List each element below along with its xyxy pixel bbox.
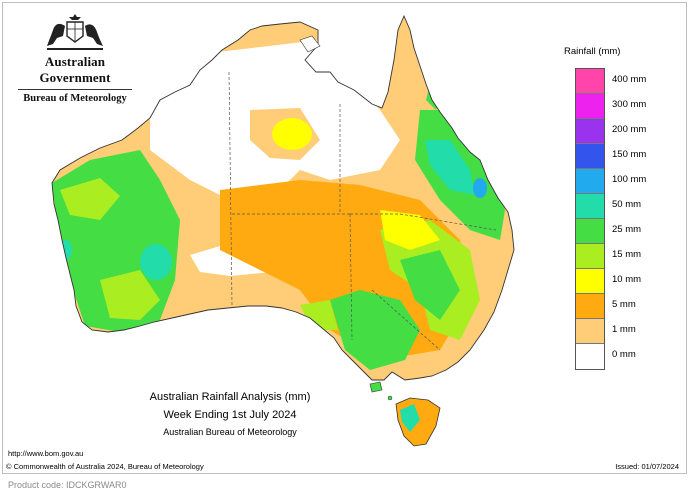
legend-swatch (576, 344, 604, 369)
map-period: Week Ending 1st July 2024 (163, 409, 297, 421)
legend-swatch (576, 269, 604, 294)
legend-label: 300 mm (612, 99, 647, 110)
legend-swatch (576, 119, 604, 144)
logo-block: Australian Government Bureau of Meteorol… (14, 14, 136, 104)
legend-label: 5 mm (612, 299, 636, 310)
logo-divider (18, 89, 132, 90)
legend-swatch (576, 144, 604, 169)
rainfall-map (51, 15, 515, 447)
legend-swatch (576, 294, 604, 319)
government-title: Australian Government (39, 54, 111, 85)
legend-title: Rainfall (mm) (564, 46, 621, 57)
legend-swatch (576, 319, 604, 344)
legend-label: 25 mm (612, 224, 642, 235)
map-title: Australian Rainfall Analysis (mm) (149, 391, 311, 403)
legend-label: 400 mm (612, 74, 647, 85)
legend-swatch (576, 94, 604, 119)
legend-swatch (576, 244, 604, 269)
legend-label: 200 mm (612, 124, 647, 135)
bom-url-link[interactable]: http://www.bom.gov.au (8, 449, 84, 458)
map-source: Australian Bureau of Meteorology (163, 427, 297, 437)
legend-label: 15 mm (612, 249, 642, 260)
issued-date: Issued: 01/07/2024 (615, 462, 679, 471)
legend-swatches (575, 68, 605, 370)
state-borders (228, 71, 497, 351)
legend-swatch (576, 69, 604, 94)
legend-label: 100 mm (612, 174, 647, 185)
legend-label: 1 mm (612, 324, 636, 335)
coat-of-arms-icon (47, 14, 103, 50)
legend-label: 50 mm (612, 199, 642, 210)
legend-label: 0 mm (612, 349, 636, 360)
product-code: Product code: IDCKGRWAR0 (8, 480, 127, 490)
copyright-text: © Commonwealth of Australia 2024, Bureau… (6, 462, 204, 471)
legend-swatch (576, 194, 604, 219)
legend-label: 150 mm (612, 149, 647, 160)
legend-label: 10 mm (612, 274, 642, 285)
legend-swatch (576, 219, 604, 244)
bureau-name: Bureau of Meteorology (23, 93, 127, 104)
legend-swatch (576, 169, 604, 194)
